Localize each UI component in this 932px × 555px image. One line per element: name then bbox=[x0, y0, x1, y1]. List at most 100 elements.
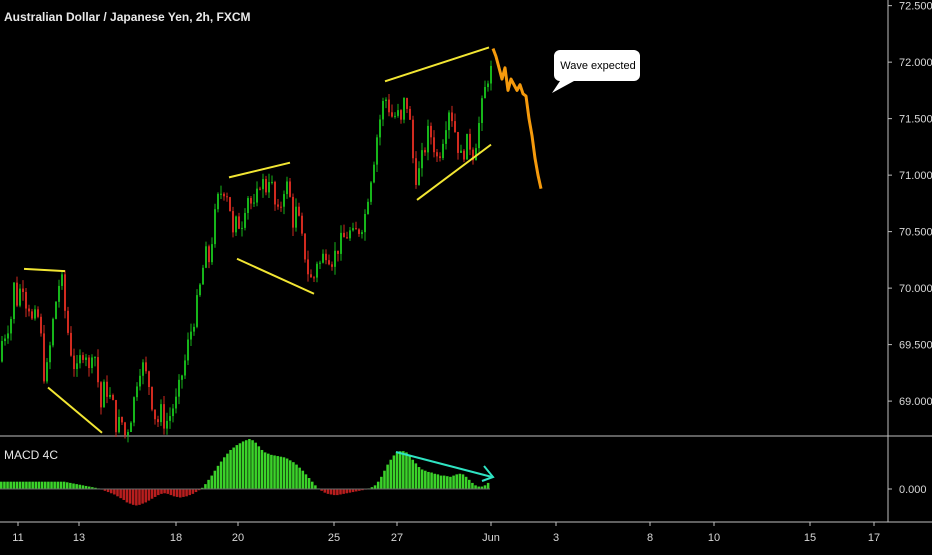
candle-body bbox=[343, 232, 345, 238]
candle-body bbox=[58, 285, 60, 302]
candle-body bbox=[487, 83, 489, 88]
candle-body bbox=[463, 150, 465, 160]
macd-bar bbox=[9, 481, 12, 489]
macd-bar bbox=[279, 456, 283, 489]
macd-bar bbox=[439, 475, 443, 489]
macd-bar bbox=[163, 489, 166, 494]
candle-body bbox=[433, 137, 435, 153]
candle-body bbox=[424, 150, 426, 153]
time-tick-label: Jun bbox=[482, 532, 500, 544]
candle-body bbox=[247, 198, 249, 213]
macd-bar bbox=[147, 489, 151, 501]
candle-body bbox=[37, 309, 39, 317]
macd-bar bbox=[37, 481, 41, 489]
candle-body bbox=[19, 288, 21, 306]
time-tick-label: 20 bbox=[232, 532, 244, 544]
macd-bar bbox=[455, 474, 458, 489]
candle-body bbox=[127, 432, 129, 436]
macd-tick-label: 0.000 bbox=[899, 484, 927, 496]
macd-bar bbox=[131, 489, 135, 505]
candle-body bbox=[13, 282, 15, 320]
macd-bar bbox=[358, 489, 361, 491]
macd-bar bbox=[87, 486, 91, 489]
macd-bar bbox=[40, 481, 44, 489]
macd-bar bbox=[78, 484, 82, 489]
candle-body bbox=[151, 387, 153, 410]
macd-bar bbox=[238, 443, 242, 489]
candle-body bbox=[262, 179, 264, 190]
candle-body bbox=[205, 246, 207, 268]
macd-bar bbox=[420, 469, 424, 489]
candle-body bbox=[286, 181, 288, 195]
macd-bar bbox=[59, 481, 63, 489]
macd-bar bbox=[204, 484, 207, 489]
candle-body bbox=[331, 264, 333, 267]
candle-body bbox=[43, 333, 45, 382]
time-tick-label: 13 bbox=[73, 532, 85, 544]
candle-body bbox=[73, 355, 75, 370]
candle-body bbox=[154, 409, 156, 420]
macd-bar bbox=[480, 486, 484, 489]
candle-body bbox=[70, 332, 72, 356]
price-tick-label: 69.000 bbox=[899, 396, 932, 408]
candle-body bbox=[364, 214, 366, 233]
macd-bar bbox=[348, 489, 352, 493]
time-tick-label: 11 bbox=[12, 532, 23, 544]
macd-bar bbox=[116, 489, 119, 497]
macd-bar bbox=[483, 485, 487, 489]
macd-bar bbox=[408, 455, 411, 489]
macd-bar bbox=[304, 474, 308, 489]
macd-bar bbox=[150, 489, 154, 499]
candle-body bbox=[298, 206, 300, 216]
macd-bar bbox=[433, 473, 437, 489]
candle-body bbox=[166, 420, 168, 429]
time-tick-label: 10 bbox=[708, 532, 720, 544]
macd-bar bbox=[386, 464, 389, 489]
candle-body bbox=[397, 110, 399, 116]
macd-bar bbox=[424, 470, 427, 489]
macd-bar bbox=[452, 475, 455, 489]
macd-bar bbox=[135, 489, 138, 506]
macd-bar bbox=[175, 489, 179, 497]
candle-body bbox=[460, 150, 462, 153]
price-tick-label: 70.500 bbox=[899, 227, 932, 239]
macd-bar bbox=[197, 489, 201, 491]
macd-bar bbox=[314, 485, 317, 489]
macd-bar bbox=[223, 457, 226, 489]
candle-body bbox=[10, 319, 12, 334]
time-tick-label: 25 bbox=[328, 532, 340, 544]
candle-body bbox=[121, 416, 123, 423]
macd-bar bbox=[414, 463, 418, 489]
time-tick-label: 3 bbox=[553, 532, 559, 544]
macd-bar bbox=[94, 487, 97, 489]
callout-bubble bbox=[552, 50, 640, 93]
macd-bar bbox=[301, 470, 305, 489]
macd-bar bbox=[160, 489, 163, 494]
candle-body bbox=[199, 284, 201, 296]
candle-body bbox=[1, 341, 3, 362]
macd-bar bbox=[207, 479, 210, 489]
macd-bar bbox=[323, 489, 327, 493]
macd-bar bbox=[332, 489, 336, 496]
candle-body bbox=[370, 182, 372, 202]
wave-expected-callout: Wave expected bbox=[552, 50, 640, 93]
price-tick-label: 72.500 bbox=[899, 1, 932, 13]
macd-bar bbox=[351, 489, 355, 493]
chart-title: Australian Dollar / Japanese Yen, 2h, FX… bbox=[4, 10, 251, 24]
candle-body bbox=[427, 125, 429, 153]
candle-body bbox=[382, 101, 384, 120]
macd-bar bbox=[380, 476, 383, 489]
macd-bar bbox=[69, 482, 72, 489]
candle-body bbox=[85, 357, 87, 360]
macd-bar bbox=[138, 489, 141, 505]
candle-body bbox=[64, 274, 66, 311]
macd-divergence-line bbox=[395, 451, 493, 478]
macd-bar bbox=[191, 489, 195, 494]
macd-bar bbox=[141, 489, 144, 504]
macd-bar bbox=[361, 489, 364, 491]
macd-bar bbox=[273, 455, 276, 489]
trendline bbox=[23, 267, 66, 273]
macd-bar bbox=[232, 447, 235, 489]
macd-bar bbox=[12, 481, 16, 489]
